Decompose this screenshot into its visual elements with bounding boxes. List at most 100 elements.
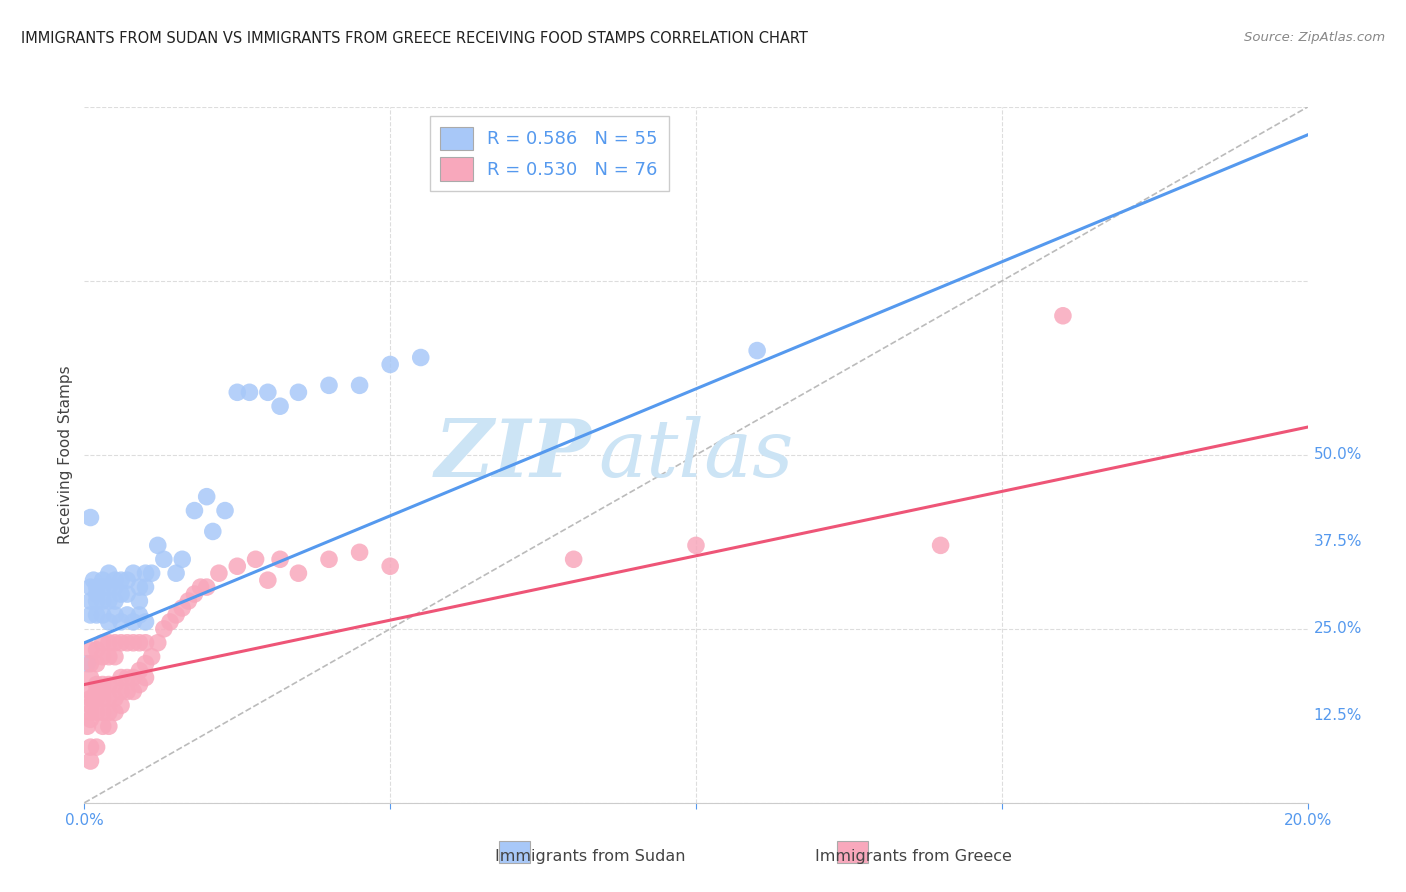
Point <box>83 573 105 587</box>
Point <box>269 552 291 566</box>
Point <box>86 684 108 698</box>
Point <box>318 378 340 392</box>
Point <box>91 594 114 608</box>
Point <box>79 510 101 524</box>
Point <box>86 587 108 601</box>
Point <box>269 399 291 413</box>
Point <box>110 671 132 685</box>
Point <box>135 566 157 581</box>
Point <box>122 566 145 581</box>
Point <box>86 580 108 594</box>
Point <box>97 677 120 691</box>
Point <box>104 649 127 664</box>
Point <box>128 580 150 594</box>
Point <box>104 607 127 622</box>
Point <box>79 642 101 657</box>
Point <box>97 594 120 608</box>
Text: Source: ZipAtlas.com: Source: ZipAtlas.com <box>1244 31 1385 45</box>
Point <box>201 524 224 539</box>
Point <box>195 580 218 594</box>
Point <box>86 706 108 720</box>
Point <box>115 671 138 685</box>
Point <box>190 580 212 594</box>
Point <box>97 580 120 594</box>
Point <box>110 698 132 713</box>
Point <box>146 636 169 650</box>
Point <box>115 607 138 622</box>
Point <box>86 607 108 622</box>
Point <box>238 385 260 400</box>
Point <box>97 691 120 706</box>
Point <box>128 664 150 678</box>
Point <box>195 490 218 504</box>
Point <box>122 671 145 685</box>
Point <box>141 649 163 664</box>
Point <box>104 636 127 650</box>
Point <box>380 559 402 574</box>
Point <box>79 684 101 698</box>
Point <box>183 503 205 517</box>
Point <box>135 671 157 685</box>
Point <box>91 691 114 706</box>
Point <box>104 706 127 720</box>
Point <box>104 691 127 706</box>
Point <box>91 649 114 664</box>
Text: 12.5%: 12.5% <box>1313 708 1362 723</box>
Point <box>79 594 101 608</box>
Point <box>76 719 98 733</box>
Point <box>122 615 145 629</box>
Point <box>685 538 707 552</box>
Text: Immigrants from Sudan: Immigrants from Sudan <box>495 849 686 863</box>
Point <box>115 684 138 698</box>
Point <box>104 594 127 608</box>
Point <box>91 636 114 650</box>
Point <box>79 607 101 622</box>
Point <box>79 580 101 594</box>
Point <box>172 552 194 566</box>
Point <box>91 706 114 720</box>
Point <box>747 343 769 358</box>
Point <box>86 642 108 657</box>
Point <box>91 719 114 733</box>
Point <box>135 636 157 650</box>
Point <box>165 566 187 581</box>
Point <box>135 580 157 594</box>
Point <box>79 754 101 768</box>
Point <box>122 684 145 698</box>
Point <box>79 712 101 726</box>
Point <box>91 684 114 698</box>
Point <box>146 538 169 552</box>
Point <box>128 607 150 622</box>
Point <box>141 566 163 581</box>
Point <box>110 615 132 629</box>
Point <box>226 559 249 574</box>
Point <box>76 657 98 671</box>
Point <box>97 719 120 733</box>
Point <box>929 538 952 552</box>
Point <box>159 615 181 629</box>
Point <box>257 385 280 400</box>
Point <box>91 677 114 691</box>
Point <box>104 573 127 587</box>
Point <box>86 740 108 755</box>
Point <box>128 636 150 650</box>
Point <box>135 615 157 629</box>
Text: 37.5%: 37.5% <box>1313 534 1362 549</box>
Point <box>226 385 249 400</box>
Point <box>79 740 101 755</box>
Text: ZIP: ZIP <box>434 417 592 493</box>
Point <box>287 566 309 581</box>
Point <box>97 706 120 720</box>
Point <box>79 691 101 706</box>
Point <box>97 636 120 650</box>
Legend: R = 0.586   N = 55, R = 0.530   N = 76: R = 0.586 N = 55, R = 0.530 N = 76 <box>430 116 669 192</box>
Point <box>135 657 157 671</box>
Point <box>409 351 432 365</box>
Point <box>318 552 340 566</box>
Point <box>183 587 205 601</box>
Point <box>214 503 236 517</box>
Point <box>153 552 176 566</box>
Point <box>104 580 127 594</box>
Point <box>86 657 108 671</box>
Point <box>122 636 145 650</box>
